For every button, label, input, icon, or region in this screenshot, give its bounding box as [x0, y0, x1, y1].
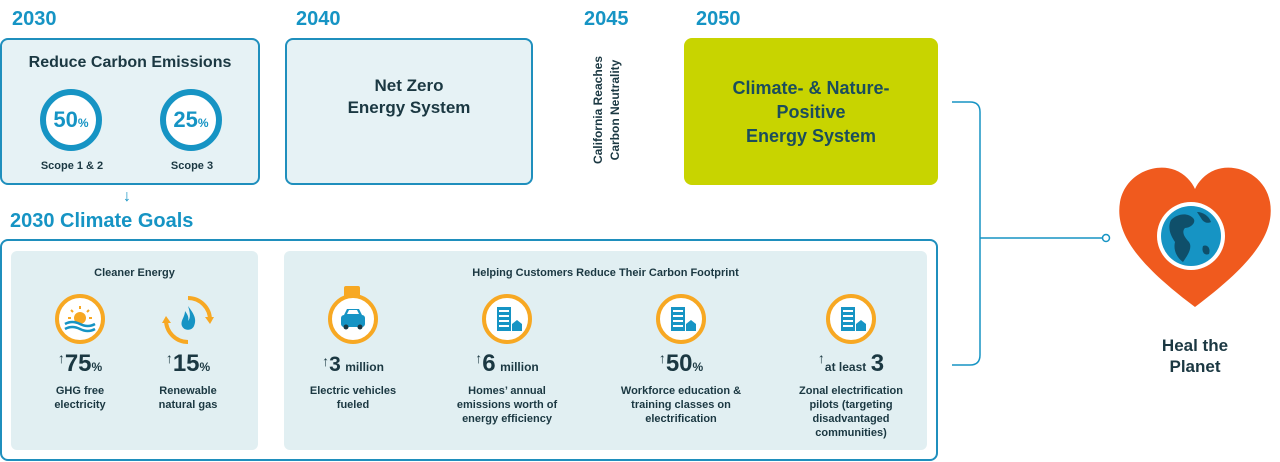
workforce-label-line1: Workforce education &	[620, 385, 742, 397]
year-2030: 2030	[12, 8, 57, 30]
ghg-unit: %	[91, 360, 103, 374]
ev-arrow: ↑	[322, 353, 330, 369]
rng-value: 15	[172, 350, 200, 377]
scope3-value: 25	[173, 107, 198, 132]
homes-metric: ↑6 million	[446, 350, 568, 378]
climate-positive-line2: Positive	[776, 101, 846, 122]
ghg-label: GHG free electricity	[30, 384, 130, 412]
ev-metric: ↑3 million	[293, 353, 413, 377]
ghg-label-line2: electricity	[54, 399, 106, 411]
homes-arrow: ↑	[475, 350, 483, 366]
sun-icon	[55, 294, 105, 344]
building-icon	[482, 294, 532, 344]
rng-metric: ↑15%	[138, 350, 238, 378]
zonal-label: Zonal electrification pilots (targeting …	[781, 384, 921, 440]
plug-icon	[344, 286, 360, 298]
building-icon	[656, 294, 706, 344]
zonal-prefix: at least	[824, 360, 867, 374]
workforce-metric: ↑50%	[620, 350, 742, 378]
heal-planet-text: Heal the Planet	[1140, 335, 1250, 377]
workforce-unit: %	[692, 360, 704, 374]
zonal-metric: ↑at least 3	[786, 350, 916, 378]
workforce-value: 50	[665, 350, 693, 377]
scope3-label: Scope 3	[170, 160, 214, 172]
rng-label-line2: natural gas	[158, 399, 218, 411]
zonal-label-line1: Zonal electrification	[799, 385, 903, 397]
scope3-ring: 25%	[160, 89, 222, 151]
scope12-unit: %	[77, 116, 89, 130]
cleaner-energy-panel	[11, 251, 258, 450]
zonal-arrow: ↑	[817, 350, 825, 366]
net-zero-line2: Energy System	[347, 98, 471, 117]
climate-goals-title: 2030 Climate Goals	[10, 210, 194, 232]
customers-title: Helping Customers Reduce Their Carbon Fo…	[472, 267, 739, 279]
ghg-arrow: ↑	[57, 350, 65, 366]
california-line2: Carbon Neutrality	[608, 59, 622, 161]
workforce-label: Workforce education & training classes o…	[606, 384, 756, 426]
ev-unit: million	[345, 360, 384, 374]
net-zero-box: Net Zero Energy System	[285, 38, 533, 185]
year-2040: 2040	[296, 8, 341, 30]
ev-label: Electric vehicles fueled	[293, 384, 413, 412]
workforce-label-line2: training classes on	[631, 399, 731, 411]
down-arrow-icon: ↓	[123, 188, 131, 205]
ev-label-line1: Electric vehicles	[309, 385, 397, 397]
workforce-label-line3: electrification	[645, 413, 717, 425]
workforce-arrow: ↑	[658, 350, 666, 366]
reduce-carbon-title: Reduce Carbon Emissions	[28, 54, 232, 71]
homes-label-line3: energy efficiency	[462, 413, 552, 425]
year-2045: 2045	[584, 8, 629, 30]
ev-label-line2: fueled	[336, 399, 370, 411]
year-2050: 2050	[696, 8, 741, 30]
scope3-unit: %	[197, 116, 209, 130]
ghg-metric: ↑75%	[30, 350, 130, 378]
ev-value: 3	[329, 353, 341, 376]
heart-globe-icon	[1119, 167, 1271, 307]
cleaner-energy-title: Cleaner Energy	[94, 267, 175, 279]
zonal-label-line4: communities)	[815, 427, 887, 439]
homes-value: 6	[482, 350, 496, 377]
customers-panel	[284, 251, 927, 450]
scope12-ring: 50%	[40, 89, 102, 151]
rng-label-line1: Renewable	[159, 385, 217, 397]
california-line1: California Reaches	[591, 55, 605, 165]
ghg-label-line1: GHG free	[55, 385, 105, 397]
zonal-value: 3	[870, 350, 885, 377]
flame-recycle-icon	[161, 293, 215, 347]
scope12-value: 50	[53, 107, 78, 132]
net-zero-line1: Net Zero	[374, 76, 444, 95]
rng-label: Renewable natural gas	[138, 384, 238, 412]
zonal-label-line2: pilots (targeting	[809, 399, 893, 411]
homes-label-line1: Homes’ annual	[468, 385, 546, 397]
climate-positive-box: Climate- & Nature- Positive Energy Syste…	[684, 38, 938, 185]
scope12-label: Scope 1 & 2	[40, 160, 104, 172]
ghg-value: 75	[64, 350, 92, 377]
homes-label-line2: emissions worth of	[456, 399, 558, 411]
homes-label: Homes’ annual emissions worth of energy …	[441, 384, 573, 426]
heal-line1: Heal the	[1161, 336, 1229, 355]
zonal-label-line3: disadvantaged	[812, 413, 890, 425]
climate-positive-line1: Climate- & Nature-	[732, 77, 890, 98]
building-icon	[826, 294, 876, 344]
homes-unit: million	[500, 360, 539, 374]
rng-arrow: ↑	[165, 350, 173, 366]
rng-unit: %	[199, 360, 211, 374]
california-neutrality-text: California Reaches Carbon Neutrality	[590, 40, 624, 180]
ev-plug-icon	[328, 294, 378, 344]
heal-line2: Planet	[1169, 357, 1221, 376]
reduce-carbon-box: Reduce Carbon Emissions 50% Scope 1 & 2 …	[0, 38, 260, 185]
climate-positive-line3: Energy System	[745, 125, 877, 146]
